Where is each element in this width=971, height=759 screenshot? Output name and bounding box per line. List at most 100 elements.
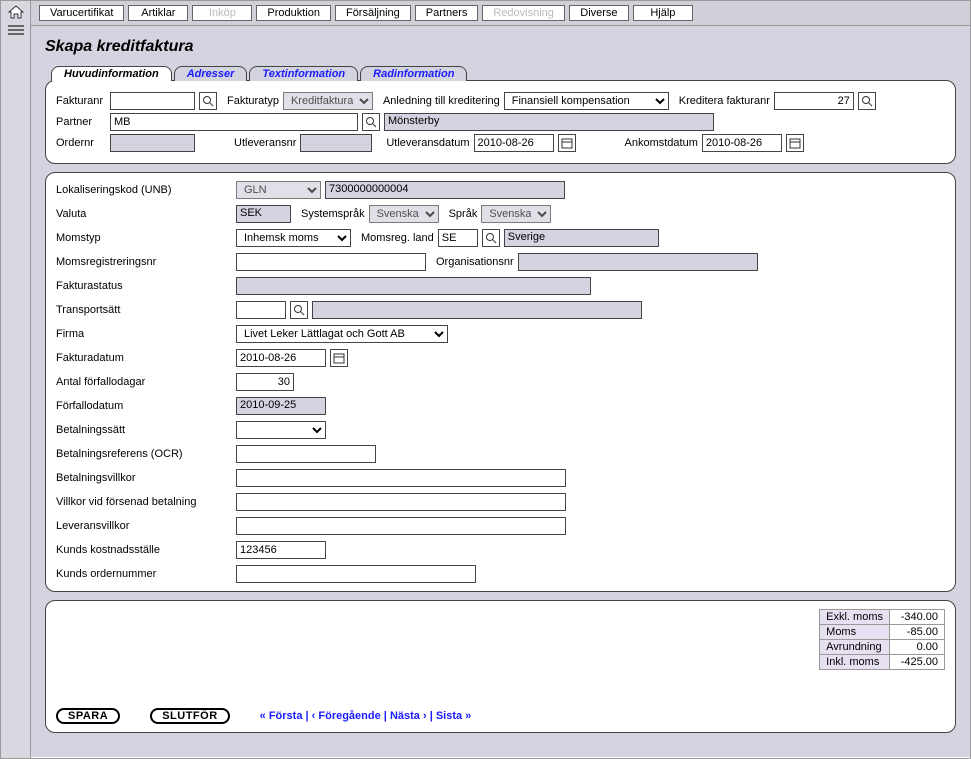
betalningssatt-select[interactable] xyxy=(236,421,326,439)
betalningsvillkor-input[interactable] xyxy=(236,469,566,487)
forfallodatum-label: Förfallodatum xyxy=(56,400,236,412)
anledning-select[interactable]: Finansiell kompensation xyxy=(504,92,669,110)
fakturatyp-select: Kreditfaktura xyxy=(283,92,373,110)
villkor-forsenad-input[interactable] xyxy=(236,493,566,511)
ankomstdatum-input[interactable] xyxy=(702,134,782,152)
footer-box: Exkl. moms-340.00 Moms-85.00 Avrundning0… xyxy=(45,600,956,733)
inkl-label: Inkl. moms xyxy=(820,655,890,670)
partner-name: Mönsterby xyxy=(384,113,714,131)
topmenu-item-5[interactable]: Partners xyxy=(415,5,479,21)
systemsprak-label: Systemspråk xyxy=(301,208,365,220)
topmenu-item-3[interactable]: Produktion xyxy=(256,5,331,21)
topmenu-item-6: Redovisning xyxy=(482,5,565,21)
partner-search-icon[interactable] xyxy=(362,113,380,131)
transportsatt-code-input[interactable] xyxy=(236,301,286,319)
totals-table: Exkl. moms-340.00 Moms-85.00 Avrundning0… xyxy=(819,609,945,670)
valuta-label: Valuta xyxy=(56,208,236,220)
moms-label: Moms xyxy=(820,625,890,640)
topmenu-item-1[interactable]: Artiklar xyxy=(128,5,188,21)
top-menu: VarucertifikatArtiklarInköpProduktionFör… xyxy=(31,1,970,26)
fakturastatus-label: Fakturastatus xyxy=(56,280,236,292)
ordernr-label: Ordernr xyxy=(56,137,106,149)
utleveransdatum-calendar-icon[interactable] xyxy=(558,134,576,152)
tab-1[interactable]: Adresser xyxy=(174,66,248,81)
momsregland-code-input[interactable] xyxy=(438,229,478,247)
sprak-select: Svenska xyxy=(481,205,551,223)
utleveransdatum-input[interactable] xyxy=(474,134,554,152)
utleveransnr-label: Utleveransnr xyxy=(234,137,296,149)
topmenu-item-2: Inköp xyxy=(192,5,252,21)
ordernr-value xyxy=(110,134,195,152)
topmenu-item-0[interactable]: Varucertifikat xyxy=(39,5,124,21)
kunds-kostnad-input[interactable] xyxy=(236,541,326,559)
leveransvillkor-input[interactable] xyxy=(236,517,566,535)
betalningssatt-label: Betalningssätt xyxy=(56,424,236,436)
betalningsref-label: Betalningsreferens (OCR) xyxy=(56,448,236,460)
kunds-ordernr-label: Kunds ordernummer xyxy=(56,568,236,580)
firma-select[interactable]: Livet Leker Lättlagat och Gott AB xyxy=(236,325,448,343)
header-box: Fakturanr Fakturatyp Kreditfaktura Anled… xyxy=(45,80,956,164)
anledning-label: Anledning till kreditering xyxy=(383,95,500,107)
nav-next[interactable]: Nästa › xyxy=(390,710,427,722)
kreditera-label: Kreditera fakturanr xyxy=(679,95,770,107)
transportsatt-search-icon[interactable] xyxy=(290,301,308,319)
utleveransnr-value xyxy=(300,134,372,152)
avrund-label: Avrundning xyxy=(820,640,890,655)
fakturadatum-input[interactable] xyxy=(236,349,326,367)
momstyp-label: Momstyp xyxy=(56,232,236,244)
kreditera-search-icon[interactable] xyxy=(858,92,876,110)
systemsprak-select: Svenska xyxy=(369,205,439,223)
sprak-label: Språk xyxy=(449,208,478,220)
tab-2[interactable]: Textinformation xyxy=(249,66,358,81)
betalningsvillkor-label: Betalningsvillkor xyxy=(56,472,236,484)
page-title: Skapa kreditfaktura xyxy=(45,38,956,56)
inkl-value: -425.00 xyxy=(890,655,945,670)
lokaliseringskod-type-select: GLN xyxy=(236,181,321,199)
partner-code-input[interactable] xyxy=(110,113,358,131)
kunds-ordernr-input[interactable] xyxy=(236,565,476,583)
lokaliseringskod-label: Lokaliseringskod (UNB) xyxy=(56,184,236,196)
main-box: Lokaliseringskod (UNB) GLN 7300000000004… xyxy=(45,172,956,592)
utleveransdatum-label: Utleveransdatum xyxy=(386,137,469,149)
menu-icon[interactable] xyxy=(8,25,24,37)
leveransvillkor-label: Leveransvillkor xyxy=(56,520,236,532)
villkor-forsenad-label: Villkor vid försenad betalning xyxy=(56,496,236,508)
partner-label: Partner xyxy=(56,116,106,128)
spara-button[interactable]: SPARA xyxy=(56,708,120,724)
exkl-label: Exkl. moms xyxy=(820,610,890,625)
fakturadatum-label: Fakturadatum xyxy=(56,352,236,364)
lokaliseringskod-value: 7300000000004 xyxy=(325,181,565,199)
momsregnr-input[interactable] xyxy=(236,253,426,271)
momsregland-label: Momsreg. land xyxy=(361,232,434,244)
tabs: HuvudinformationAdresserTextinformationR… xyxy=(51,66,956,81)
home-icon[interactable] xyxy=(8,5,24,19)
record-nav: « Första | ‹ Föregående | Nästa › | Sist… xyxy=(260,710,472,722)
nav-first[interactable]: « Första xyxy=(260,710,303,722)
momstyp-select[interactable]: Inhemsk moms xyxy=(236,229,351,247)
ankomstdatum-calendar-icon[interactable] xyxy=(786,134,804,152)
fakturanr-input[interactable] xyxy=(110,92,195,110)
fakturastatus-value xyxy=(236,277,591,295)
fakturatyp-label: Fakturatyp xyxy=(227,95,279,107)
momsregland-search-icon[interactable] xyxy=(482,229,500,247)
orgnr-label: Organisationsnr xyxy=(436,256,514,268)
kreditera-input[interactable] xyxy=(774,92,854,110)
tab-0[interactable]: Huvudinformation xyxy=(51,66,172,81)
topmenu-item-4[interactable]: Försäljning xyxy=(335,5,411,21)
ankomstdatum-label: Ankomstdatum xyxy=(625,137,698,149)
fakturadatum-calendar-icon[interactable] xyxy=(330,349,348,367)
slutfor-button[interactable]: SLUTFÖR xyxy=(150,708,229,724)
betalningsref-input[interactable] xyxy=(236,445,376,463)
kunds-kostnad-label: Kunds kostnadsställe xyxy=(56,544,236,556)
topmenu-item-8[interactable]: Hjälp xyxy=(633,5,693,21)
topmenu-item-7[interactable]: Diverse xyxy=(569,5,629,21)
nav-last[interactable]: Sista » xyxy=(436,710,471,722)
firma-label: Firma xyxy=(56,328,236,340)
antal-forfall-label: Antal förfallodagar xyxy=(56,376,236,388)
nav-prev[interactable]: ‹ Föregående xyxy=(312,710,381,722)
antal-forfall-input[interactable] xyxy=(236,373,294,391)
tab-3[interactable]: Radinformation xyxy=(360,66,467,81)
transportsatt-label: Transportsätt xyxy=(56,304,236,316)
fakturanr-search-icon[interactable] xyxy=(199,92,217,110)
valuta-value: SEK xyxy=(236,205,291,223)
